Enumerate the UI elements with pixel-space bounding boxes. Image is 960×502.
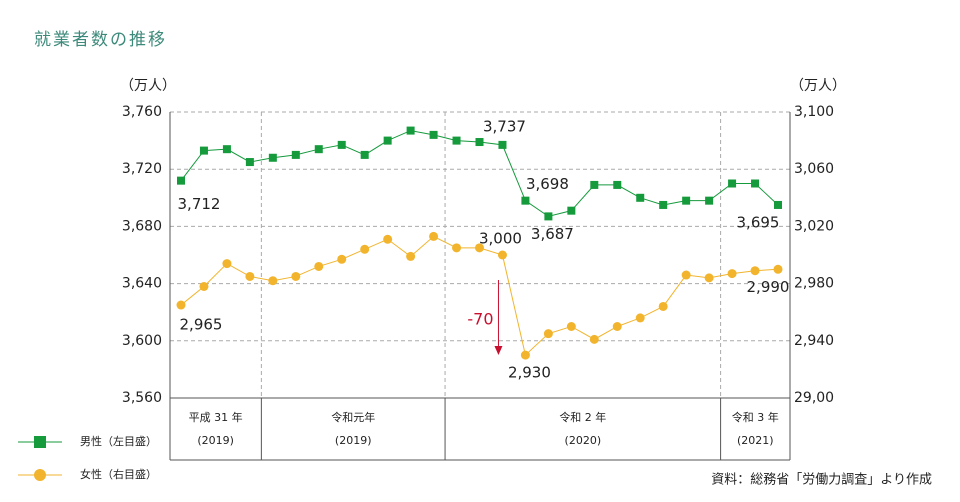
marker: [176, 300, 186, 310]
data-label: 3,698: [526, 175, 569, 193]
marker: [245, 271, 255, 281]
marker: [589, 334, 599, 344]
y-tick-label: 3,760: [122, 104, 162, 120]
legend-marker: [34, 436, 46, 448]
marker: [268, 276, 278, 286]
marker: [659, 200, 668, 209]
data-label: 2,965: [180, 316, 223, 334]
marker: [567, 206, 576, 215]
data-label: 3,695: [737, 213, 780, 231]
marker: [520, 350, 530, 360]
marker: [360, 150, 369, 159]
legend-marker: [34, 469, 46, 481]
marker: [682, 196, 691, 205]
marker: [543, 329, 553, 339]
marker: [681, 270, 691, 280]
marker: [314, 261, 324, 271]
y2-tick-label: 2,940: [794, 333, 834, 349]
y2-tick-label: 3,020: [794, 218, 834, 234]
marker: [498, 140, 507, 149]
marker: [268, 153, 277, 162]
marker: [475, 243, 484, 253]
marker: [177, 176, 185, 185]
marker: [222, 145, 231, 154]
marker: [406, 126, 415, 135]
data-label: 2,930: [508, 364, 551, 382]
y2-tick-label: 3,060: [794, 161, 834, 177]
marker: [521, 196, 530, 205]
y2-tick-label: 29,00: [794, 390, 834, 406]
y-tick-label: 3,640: [122, 276, 162, 292]
marker: [636, 193, 645, 202]
marker: [751, 179, 760, 188]
marker: [406, 251, 416, 261]
marker: [635, 313, 645, 323]
marker: [429, 130, 438, 139]
y2-tick-label: 2,980: [794, 276, 834, 292]
marker: [544, 212, 553, 221]
marker: [360, 244, 370, 254]
marker: [750, 266, 760, 276]
period-label: 令和 2 年: [559, 410, 606, 424]
data-label: 3,000: [479, 230, 522, 248]
series-line: [180, 235, 779, 357]
period-label: 令和元年: [331, 410, 375, 424]
marker: [774, 200, 782, 209]
marker: [383, 234, 393, 244]
y-tick-label: 3,600: [122, 333, 162, 349]
marker: [245, 158, 254, 167]
y-tick-label: 3,560: [122, 390, 162, 406]
period-label: 令和 3 年: [732, 410, 779, 424]
y-tick-label: 3,720: [122, 161, 162, 177]
y2-unit: （万人）: [790, 78, 846, 94]
period-year: (2020): [565, 434, 602, 447]
marker: [728, 179, 737, 188]
source: 資料：総務省「労働力調査」より作成: [711, 473, 932, 488]
data-label: 3,737: [483, 117, 526, 135]
marker: [452, 136, 461, 145]
marker: [704, 273, 714, 283]
marker: [337, 254, 347, 264]
marker: [658, 301, 668, 311]
marker: [291, 150, 300, 159]
chart-title: 就業者数の推移: [34, 30, 167, 50]
period-year: (2019): [197, 434, 234, 447]
marker: [612, 322, 622, 331]
annotation: -70: [467, 310, 493, 329]
marker: [727, 269, 737, 279]
data-label: 2,990: [747, 278, 790, 296]
data-label: 3,687: [531, 225, 574, 243]
y-unit: （万人）: [120, 78, 176, 94]
period-year: (2019): [335, 434, 372, 447]
annotation-arrowhead: [494, 346, 503, 355]
y2-tick-label: 3,100: [794, 104, 834, 120]
marker: [314, 145, 323, 154]
period-year: (2021): [737, 434, 774, 447]
marker: [705, 196, 714, 205]
marker: [475, 138, 484, 147]
period-label: 平成 31 年: [189, 410, 243, 424]
marker: [452, 243, 462, 253]
marker: [566, 322, 576, 331]
data-label: 3,712: [178, 195, 221, 213]
y-tick-label: 3,680: [122, 218, 162, 234]
marker: [590, 180, 599, 189]
marker: [199, 146, 208, 155]
marker: [337, 140, 346, 149]
legend-label: 男性（左目盛）: [80, 434, 157, 448]
marker: [291, 271, 301, 281]
marker: [429, 231, 439, 241]
marker: [773, 264, 783, 274]
marker: [497, 250, 507, 260]
marker: [383, 136, 392, 145]
marker: [222, 259, 232, 269]
marker: [199, 281, 209, 291]
marker: [613, 180, 622, 189]
legend-label: 女性（右目盛）: [80, 467, 157, 481]
